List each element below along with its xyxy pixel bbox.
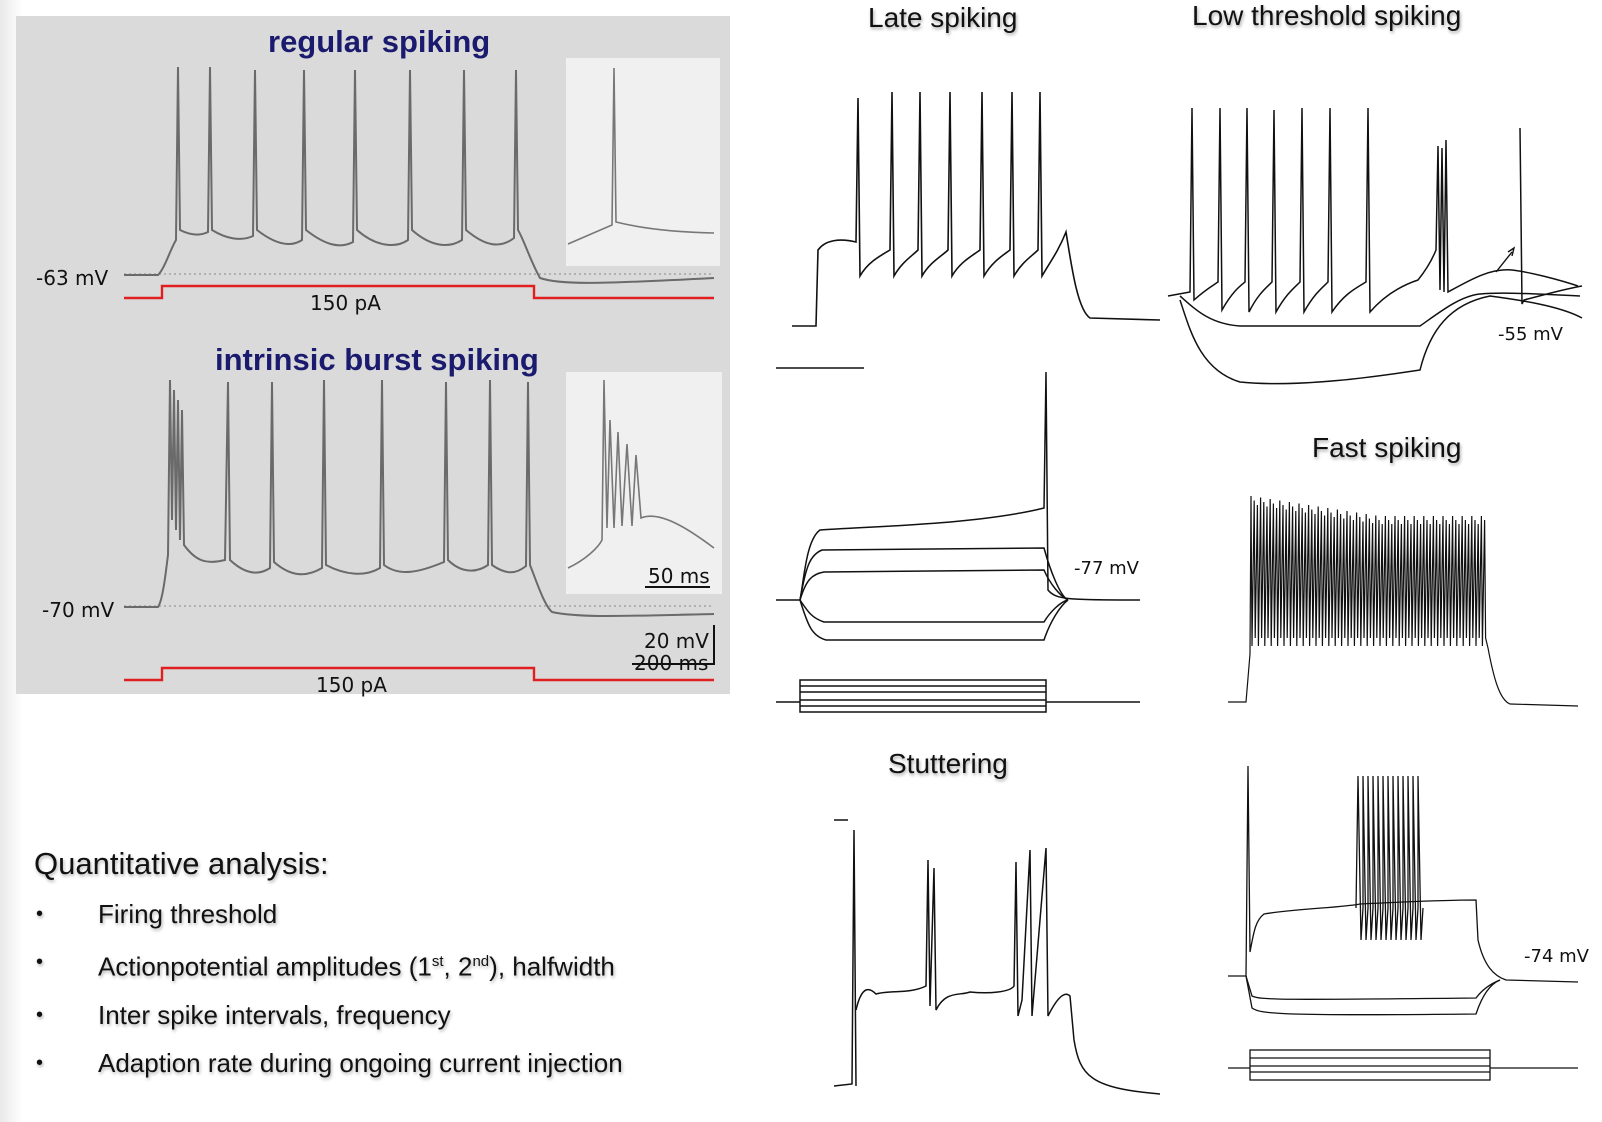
bullet-icon: •: [36, 903, 44, 925]
bullet-icon: •: [36, 1051, 44, 1074]
step-response-voltage-label: -77 mV: [1074, 558, 1140, 579]
burst-spiking-panel: 50 ms -70 mV 150 pA 20 mV 200 ms: [42, 372, 722, 697]
late-spiking-title: Late spiking: [868, 2, 1018, 33]
inset-scale-label: 50 ms: [648, 564, 710, 588]
analysis-item: • Adaption rate during ongoing current i…: [34, 1039, 734, 1087]
burst-rest-label: -70 mV: [42, 598, 115, 622]
fast-spiking-spike-train: [1249, 495, 1489, 655]
burst-spiking-title: intrinsic burst spiking: [215, 342, 539, 377]
analysis-item-text: Actionpotential amplitudes (1: [98, 951, 432, 982]
burst-current-step: [124, 666, 714, 682]
step-response-recording: [776, 367, 1141, 713]
regular-spiking-inset-box: [566, 58, 720, 266]
fast-spiking-recording: [1228, 495, 1579, 707]
analysis-item: • Actionpotential amplitudes (1st, 2nd),…: [34, 938, 734, 991]
regular-current-step: [124, 284, 714, 300]
analysis-item-superscript: st: [431, 953, 444, 970]
scale-bar-time-label: 200 ms: [634, 651, 708, 675]
analysis-item: • Firing threshold: [34, 890, 734, 938]
low-threshold-spiking-recording: [1167, 107, 1583, 385]
lts-voltage-label: -55 mV: [1498, 324, 1564, 345]
bullet-icon: •: [36, 951, 44, 973]
analysis-item-text: Adaption rate during ongoing current inj…: [98, 1047, 623, 1078]
burst-current-label: 150 pA: [316, 673, 387, 697]
analysis-item-text: Firing threshold: [98, 899, 278, 929]
analysis-item-text: Inter spike intervals, frequency: [98, 999, 451, 1030]
regular-spiking-panel: -63 mV 150 pA: [36, 58, 720, 315]
stuttering-recording: [833, 819, 1161, 1095]
regular-spiking-title: regular spiking: [268, 24, 491, 59]
bullet-icon: •: [36, 1003, 44, 1026]
irregular-spike-train: [1355, 775, 1424, 941]
regular-current-label: 150 pA: [310, 291, 381, 315]
irregular-voltage-label: -74 mV: [1524, 946, 1590, 967]
analysis-item-superscript: nd: [472, 953, 490, 970]
analysis-item-text: ), halfwidth: [489, 951, 615, 982]
voltage-time-scale-bar: [632, 625, 715, 665]
burst-spiking-trace: [124, 379, 715, 617]
regular-rest-label: -63 mV: [36, 266, 109, 290]
burst-inset-box: [566, 372, 722, 594]
analysis-item-text: , 2: [443, 951, 473, 982]
regular-spiking-trace: [124, 66, 715, 284]
regular-spiking-inset-trace: [567, 67, 715, 245]
irregular-spiking-recording: [1228, 765, 1579, 1081]
analysis-heading: Quantitative analysis:: [34, 846, 329, 881]
analysis-list: • Firing threshold • Actionpotential amp…: [34, 890, 734, 1087]
analysis-item: • Inter spike intervals, frequency: [34, 991, 734, 1039]
late-spiking-recording: [792, 91, 1161, 327]
quantitative-analysis-section: Quantitative analysis: • Firing threshol…: [34, 846, 734, 1087]
burst-inset-trace: [567, 379, 715, 569]
low-threshold-spiking-title: Low threshold spiking: [1192, 0, 1462, 31]
scale-bar-voltage-label: 20 mV: [644, 629, 709, 653]
fast-spiking-title: Fast spiking: [1312, 432, 1462, 463]
stuttering-title: Stuttering: [888, 748, 1008, 779]
